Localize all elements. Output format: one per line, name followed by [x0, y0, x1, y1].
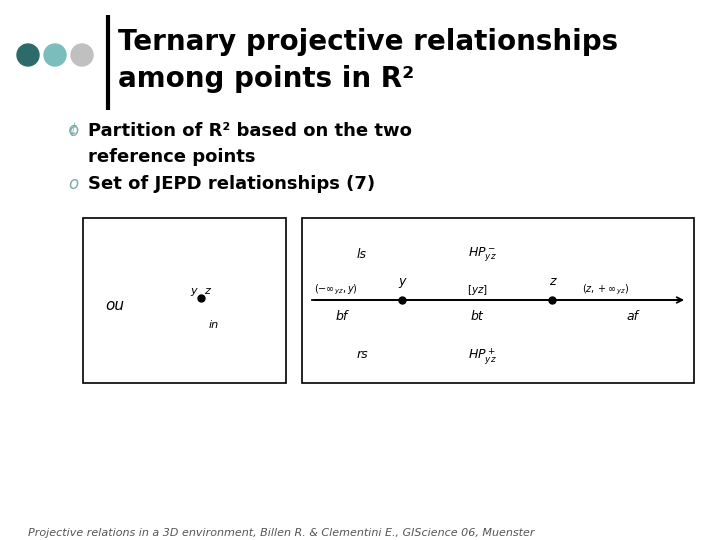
Text: y: y: [398, 275, 405, 288]
Text: z: z: [204, 286, 210, 296]
Circle shape: [44, 44, 66, 66]
Text: $(-\infty_{yz},y)$: $(-\infty_{yz},y)$: [314, 282, 358, 297]
Bar: [83, 218, 286, 383]
Text: bf: bf: [336, 310, 348, 323]
Text: among points in R²: among points in R²: [118, 65, 414, 93]
Text: ou: ou: [105, 298, 124, 313]
Text: z: z: [549, 275, 555, 288]
Text: rs: rs: [356, 348, 368, 361]
Text: o: o: [68, 122, 78, 140]
Text: $[yz]$: $[yz]$: [467, 283, 487, 297]
Bar: [302, 218, 694, 383]
Text: Projective relations in a 3D environment, Billen R. & Clementini E., GIScience 0: Projective relations in a 3D environment…: [28, 528, 534, 538]
Text: bt: bt: [471, 310, 483, 323]
Text: ¢: ¢: [68, 122, 78, 137]
Text: $HP^-_{yz}$: $HP^-_{yz}$: [467, 246, 496, 265]
Text: Ternary projective relationships: Ternary projective relationships: [118, 28, 618, 56]
Text: $(z,+\infty_{yz})$: $(z,+\infty_{yz})$: [582, 282, 629, 297]
Text: o: o: [68, 175, 78, 193]
Text: Partition of R² based on the two: Partition of R² based on the two: [88, 122, 412, 140]
Circle shape: [71, 44, 93, 66]
FancyArrowPatch shape: [209, 302, 217, 310]
Text: $HP^+_{yz}$: $HP^+_{yz}$: [467, 346, 496, 367]
Text: reference points: reference points: [88, 148, 256, 166]
Text: ls: ls: [357, 248, 367, 261]
Text: Set of JEPD relationships (7): Set of JEPD relationships (7): [88, 175, 375, 193]
Text: in: in: [209, 320, 219, 330]
Circle shape: [17, 44, 39, 66]
Text: af: af: [626, 310, 638, 323]
Text: y: y: [190, 286, 197, 296]
